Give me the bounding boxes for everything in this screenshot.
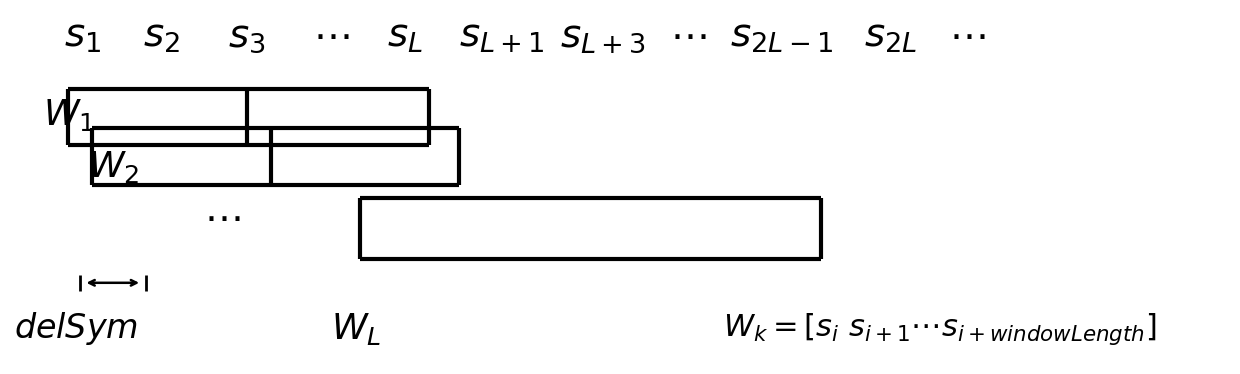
Text: $s_{2L}$: $s_{2L}$ <box>864 17 918 55</box>
Text: $s_3$: $s_3$ <box>228 17 265 55</box>
Text: $s_1$: $s_1$ <box>63 17 100 55</box>
Text: $W_2$: $W_2$ <box>88 149 140 185</box>
Text: $\cdots$: $\cdots$ <box>670 17 706 55</box>
Text: $\cdots$: $\cdots$ <box>203 199 241 237</box>
Text: $s_{L+3}$: $s_{L+3}$ <box>559 17 646 55</box>
Text: $delSym$: $delSym$ <box>14 310 139 347</box>
Text: $\cdots$: $\cdots$ <box>949 17 986 55</box>
Text: $W_1$: $W_1$ <box>43 97 95 133</box>
Text: $s_2$: $s_2$ <box>143 17 180 55</box>
Text: $s_{L+1}$: $s_{L+1}$ <box>459 17 544 55</box>
Text: $\cdots$: $\cdots$ <box>314 17 350 55</box>
Text: $s_{2L-1}$: $s_{2L-1}$ <box>730 17 833 55</box>
Text: $s_L$: $s_L$ <box>387 17 423 55</box>
Text: $W_L$: $W_L$ <box>331 311 381 347</box>
Text: $W_k =\left[s_i\ s_{i+1}\cdots s_{i+windowLength}\right]$: $W_k =\left[s_i\ s_{i+1}\cdots s_{i+wind… <box>723 311 1156 347</box>
